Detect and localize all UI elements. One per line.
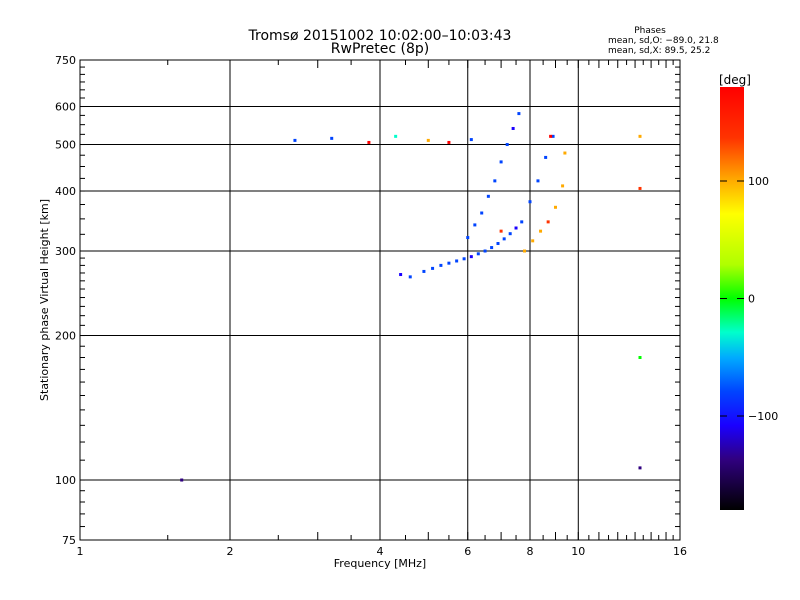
- data-point: [473, 223, 477, 227]
- x-tick-label: 8: [527, 545, 534, 558]
- data-point: [511, 126, 515, 130]
- data-point: [531, 239, 535, 243]
- data-point: [447, 140, 451, 144]
- y-tick-labels: 75 100 200 300 400 500 600 750: [55, 54, 76, 547]
- data-point: [330, 136, 334, 140]
- stats-o: mean, sd,O: −89.0, 21.8: [608, 36, 719, 46]
- y-tick-label: 100: [55, 474, 76, 487]
- colorbar-label: [deg]: [719, 73, 751, 87]
- data-point: [502, 237, 506, 241]
- data-point: [493, 179, 497, 183]
- colorbar-tick-label: 100: [748, 175, 769, 188]
- data-point: [490, 246, 494, 250]
- data-point: [499, 160, 503, 164]
- data-point: [367, 140, 371, 144]
- data-point: [480, 211, 484, 215]
- data-point: [523, 249, 527, 253]
- y-tick-label: 200: [55, 330, 76, 343]
- x-tick-label: 10: [571, 545, 585, 558]
- chart-title: Tromsø 20151002 10:02:00–10:03:43: [248, 28, 512, 44]
- data-point: [528, 200, 532, 204]
- data-point: [469, 138, 473, 142]
- x-axis-label: Frequency [MHz]: [334, 557, 426, 570]
- y-tick-label: 500: [55, 139, 76, 152]
- data-point: [447, 261, 451, 265]
- data-point: [394, 134, 398, 138]
- data-point: [426, 138, 430, 142]
- colorbar-tick-label: 0: [748, 293, 755, 306]
- data-point: [549, 134, 553, 138]
- x-tick-label: 6: [464, 545, 471, 558]
- data-point: [638, 355, 642, 359]
- data-point: [514, 226, 518, 230]
- x-tick-labels: 1 2 4 6 8 10 16: [77, 545, 688, 558]
- stats-x: mean, sd,X: 89.5, 25.2: [608, 46, 710, 56]
- data-point: [563, 151, 567, 155]
- data-point: [553, 205, 557, 209]
- data-point: [539, 229, 543, 233]
- data-point: [293, 138, 297, 142]
- data-points: [180, 112, 642, 482]
- colorbar-tick-label: −100: [748, 410, 778, 423]
- data-point: [486, 194, 490, 198]
- data-point: [544, 155, 548, 159]
- data-point: [455, 259, 459, 263]
- x-tick-label: 1: [77, 545, 84, 558]
- stats-title: Phases: [634, 26, 666, 36]
- data-point: [517, 112, 521, 116]
- data-point: [399, 273, 403, 277]
- chart-subtitle: RwPretec (8p): [331, 41, 429, 57]
- y-tick-label: 300: [55, 245, 76, 258]
- y-tick-label: 400: [55, 185, 76, 198]
- data-point: [180, 478, 184, 482]
- data-point: [546, 220, 550, 224]
- data-point: [408, 275, 412, 279]
- data-point: [462, 257, 466, 261]
- y-tick-label: 750: [55, 54, 76, 67]
- grid-lines: [80, 60, 680, 540]
- axis-ticks: [79, 59, 681, 541]
- data-point: [561, 184, 565, 188]
- data-point: [520, 220, 524, 224]
- data-point: [431, 266, 435, 270]
- data-point: [505, 143, 509, 147]
- data-point: [499, 229, 503, 233]
- y-axis-label: Stationary phase Virtual Height [km]: [38, 199, 51, 401]
- x-tick-label: 2: [227, 545, 234, 558]
- x-tick-label: 4: [377, 545, 384, 558]
- data-point: [508, 232, 512, 236]
- data-point: [483, 249, 487, 253]
- data-point: [476, 252, 480, 256]
- data-point: [496, 242, 500, 246]
- data-point: [466, 236, 470, 240]
- x-tick-label: 16: [673, 545, 687, 558]
- data-point: [422, 269, 426, 273]
- y-tick-label: 600: [55, 101, 76, 114]
- data-point: [536, 179, 540, 183]
- colorbar-ticks: 100 0 −100: [720, 175, 778, 423]
- y-tick-label: 75: [62, 534, 76, 547]
- data-point: [638, 186, 642, 190]
- data-point: [469, 255, 473, 259]
- data-point: [638, 466, 642, 470]
- data-point: [439, 263, 443, 267]
- data-point: [551, 134, 555, 138]
- data-point: [638, 134, 642, 138]
